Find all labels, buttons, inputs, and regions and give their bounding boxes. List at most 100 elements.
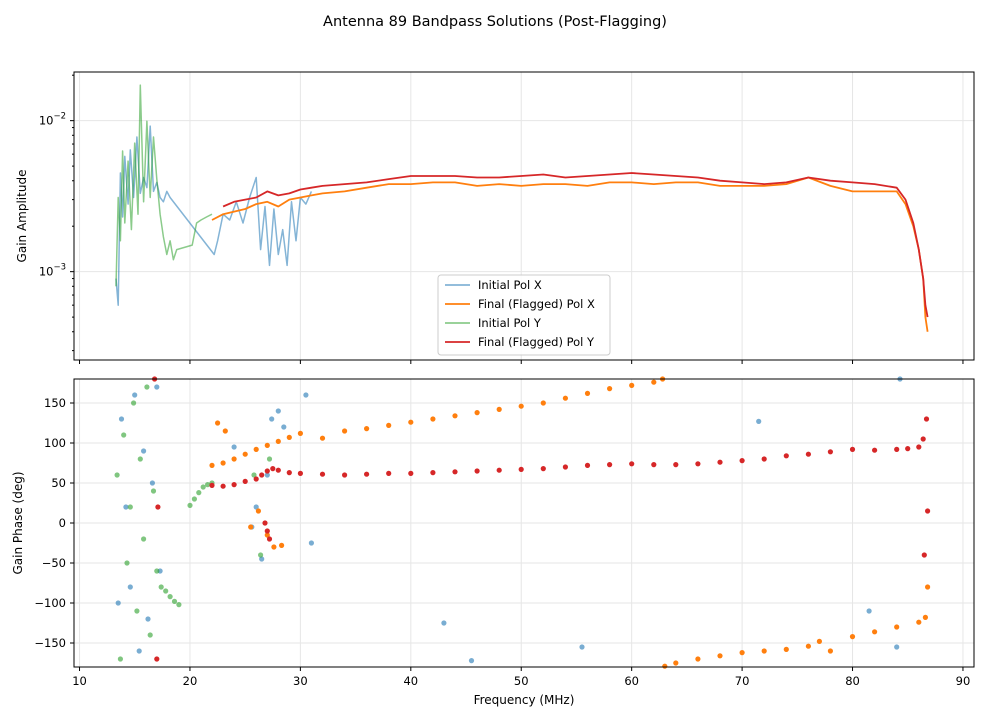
phase-point-final-y (518, 466, 524, 472)
phase-point-initial-y (124, 560, 130, 566)
phase-point-final-x (319, 435, 326, 441)
phase-point-final-x (849, 634, 856, 640)
phase-point-final-y (297, 470, 303, 476)
phase-point-final-x (231, 456, 237, 462)
phase-point-final-y (827, 449, 834, 455)
phase-point-final-y (695, 461, 701, 467)
phase-point-initial-y (154, 568, 160, 574)
phase-point-final-x (922, 614, 929, 621)
phase-point-final-x (474, 410, 480, 416)
phase-point-final-y (242, 478, 248, 484)
amplitude-line-final-x (211, 176, 929, 332)
phase-point-final-x (209, 462, 215, 468)
phase-point-final-x (222, 428, 228, 434)
phase-point-initial-y (167, 594, 173, 600)
phase-point-initial-x (123, 504, 129, 510)
phase-point-final-y (925, 508, 931, 514)
phase-point-initial-x (127, 584, 133, 590)
phase-point-initial-x (149, 480, 155, 486)
phase-point-initial-x (275, 408, 281, 414)
phase-point-final-y (496, 467, 502, 473)
amplitude-x-ticks (79, 360, 964, 364)
x-tick-label: 50 (514, 674, 529, 688)
phase-point-final-x (673, 660, 679, 666)
phase-point-initial-x (756, 418, 762, 424)
phase-point-initial-x (579, 644, 585, 650)
phase-point-final-y (264, 528, 270, 534)
phase-point-initial-x (141, 448, 147, 454)
phase-point-final-y (629, 461, 635, 467)
phase-point-final-x (783, 646, 789, 653)
phase-y-label: Gain Phase (deg) (11, 471, 25, 574)
phase-y-tick-label: 50 (51, 476, 66, 490)
phase-point-initial-y (141, 536, 147, 542)
phase-point-final-x (651, 379, 657, 385)
phase-point-initial-y (147, 632, 153, 638)
phase-point-final-y (154, 656, 160, 662)
x-tick-label: 80 (845, 674, 860, 688)
phase-y-tick-label: 100 (44, 436, 66, 450)
phase-point-final-y (408, 470, 414, 476)
phase-point-final-x (264, 532, 270, 538)
phase-point-initial-y (205, 482, 211, 488)
amplitude-y-label: Gain Amplitude (15, 170, 29, 263)
phase-points (114, 376, 931, 669)
phase-point-initial-y (187, 502, 193, 508)
phase-point-final-y (805, 451, 812, 457)
phase-point-initial-x (231, 444, 237, 450)
x-tick-label: 90 (956, 674, 971, 688)
phase-point-initial-x (118, 416, 125, 422)
phase-point-final-x (242, 451, 248, 457)
phase-point-final-x (816, 638, 823, 645)
phase-point-final-x (695, 656, 701, 662)
phase-point-final-x (662, 663, 668, 669)
x-tick-label: 10 (72, 674, 87, 688)
phase-point-final-x (279, 542, 285, 549)
legend-label: Final (Flagged) Pol Y (478, 335, 595, 349)
phase-point-initial-y (191, 496, 197, 502)
phase-point-initial-y (266, 456, 273, 462)
x-tick-label: 60 (624, 674, 639, 688)
legend: Initial Pol X Final (Flagged) Pol X Initia… (437, 274, 611, 356)
phase-point-final-x (248, 524, 254, 530)
phase-point-final-x (518, 403, 524, 409)
phase-point-final-x (629, 382, 635, 388)
phase-point-initial-x (259, 556, 265, 562)
phase-point-initial-x (468, 658, 475, 664)
phase-point-initial-x (269, 416, 275, 422)
phase-point-final-y (849, 446, 856, 452)
phase-point-final-y (209, 482, 215, 488)
phase-point-initial-x (154, 384, 160, 390)
phase-point-initial-y (137, 456, 143, 462)
x-tick-label: 70 (735, 674, 750, 688)
phase-point-initial-y (117, 656, 123, 662)
phase-point-final-y (783, 453, 789, 459)
phase-point-initial-x (136, 648, 142, 654)
phase-point-initial-y (176, 602, 182, 608)
phase-point-final-x (805, 643, 812, 649)
phase-point-final-x (386, 422, 392, 428)
phase-point-final-y (905, 446, 911, 452)
phase-point-final-x (271, 544, 277, 550)
phase-point-initial-y (158, 584, 164, 590)
phase-point-final-y (562, 464, 569, 470)
phase-point-final-x (894, 624, 900, 630)
phase-point-initial-y (131, 400, 137, 406)
phase-point-final-y (474, 468, 480, 474)
phase-point-final-y (266, 536, 273, 542)
amplitude-line-final-y (222, 172, 929, 318)
legend-label: Initial Pol X (478, 278, 542, 292)
phase-point-final-y (231, 482, 237, 488)
phase-point-final-x (739, 650, 745, 656)
phase-point-final-y (452, 469, 458, 475)
phase-point-final-y (584, 462, 591, 468)
phase-point-final-y (872, 447, 878, 453)
phase-point-initial-x (264, 472, 270, 478)
phase-point-final-y (264, 468, 270, 474)
phase-y-tick-label: −50 (42, 556, 66, 570)
amplitude-panel: 10−2 10−3 Gain Amplitude Initial Pol X Fin… (15, 71, 975, 364)
phase-point-final-y (717, 459, 723, 465)
phase-point-initial-y (200, 484, 206, 490)
x-tick-label: 40 (403, 674, 418, 688)
